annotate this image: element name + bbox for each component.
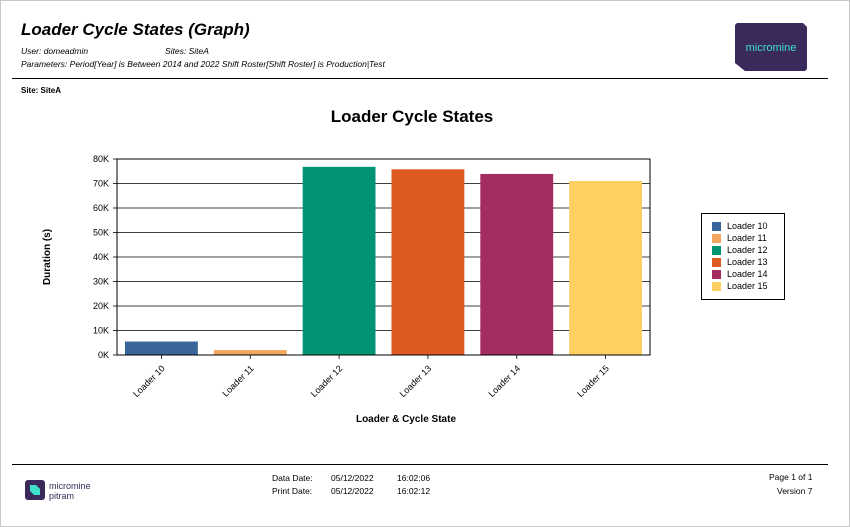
y-tick-label: 40K [93,252,109,262]
legend-label: Loader 11 [727,233,767,243]
legend-label: Loader 12 [727,245,768,255]
legend-label: Loader 15 [727,281,768,291]
legend-item: Loader 14 [712,268,784,280]
site-label: Site: SiteA [21,86,62,95]
x-axis-label: Loader & Cycle State [356,414,456,425]
x-tick-label: Loader 13 [398,363,434,399]
legend-item: Loader 15 [712,280,784,292]
x-tick-label: Loader 11 [220,363,255,398]
data-date-value: 05/12/2022 [331,473,374,483]
bar-loader-15 [569,181,643,355]
header-divider [12,78,828,79]
micromine-pitram-logo: micromine pitram [25,480,91,501]
x-tick-label: Loader 15 [575,363,611,399]
data-date-label: Data Date: [272,473,313,483]
legend-label: Loader 14 [727,269,768,279]
sites-label: Sites: SiteA [165,46,209,56]
legend-label: Loader 13 [727,257,768,267]
bars [124,166,643,355]
y-tick-label: 60K [93,203,109,213]
legend-swatch [712,221,721,231]
y-axis-label: Duration (s) [42,229,53,285]
x-tick-label: Loader 14 [486,363,522,399]
data-time-value: 16:02:06 [397,473,431,483]
bar-loader-12 [302,166,376,355]
report-title: Loader Cycle States (Graph) [21,20,250,39]
legend-label: Loader 10 [727,221,768,231]
logo-text: micromine [746,42,797,54]
bar-loader-13 [391,169,465,355]
y-tick-label: 20K [93,301,109,311]
footer-brand-line1: micromine [49,481,91,491]
legend-item: Loader 12 [712,244,784,256]
parameters-label: Parameters: Period[Year] is Between 2014… [21,59,385,69]
legend-swatch [712,245,721,255]
legend-item: Loader 13 [712,256,784,268]
footer-divider [12,464,828,465]
legend-swatch [712,233,721,243]
micromine-logo: micromine [735,23,807,71]
x-tick-label: Loader 10 [131,363,167,399]
legend-item: Loader 10 [712,220,784,232]
chart-legend: Loader 10 Loader 11 Loader 12 Loader 13 … [701,213,785,300]
y-tick-label: 30K [93,277,109,287]
y-tick-label: 80K [93,154,109,164]
user-label: User: domeadmin [21,46,89,56]
version-label: Version 7 [777,486,813,496]
legend-swatch [712,281,721,291]
bar-loader-10 [124,341,198,355]
y-tick-label: 50K [93,228,109,238]
legend-swatch [712,257,721,267]
footer-brand-line2: pitram [49,491,74,501]
print-date-label: Print Date: [272,486,313,496]
legend-item: Loader 11 [712,232,784,244]
x-axis-ticks: Loader 10 Loader 11 Loader 12 Loader 13 Load… [131,355,611,399]
y-tick-label: 10K [93,326,109,336]
legend-swatch [712,269,721,279]
y-tick-label: 0K [98,350,109,360]
y-tick-label: 70K [93,179,109,189]
page-number: Page 1 of 1 [769,472,813,482]
bar-loader-11 [213,350,287,355]
x-tick-label: Loader 12 [309,363,345,399]
chart-title: Loader Cycle States [331,107,494,126]
y-axis-ticks: 0K 10K 20K 30K 40K 50K 60K 70K 80K [93,154,117,360]
bar-loader-14 [480,173,554,355]
print-date-value: 05/12/2022 [331,486,374,496]
print-time-value: 16:02:12 [397,486,431,496]
